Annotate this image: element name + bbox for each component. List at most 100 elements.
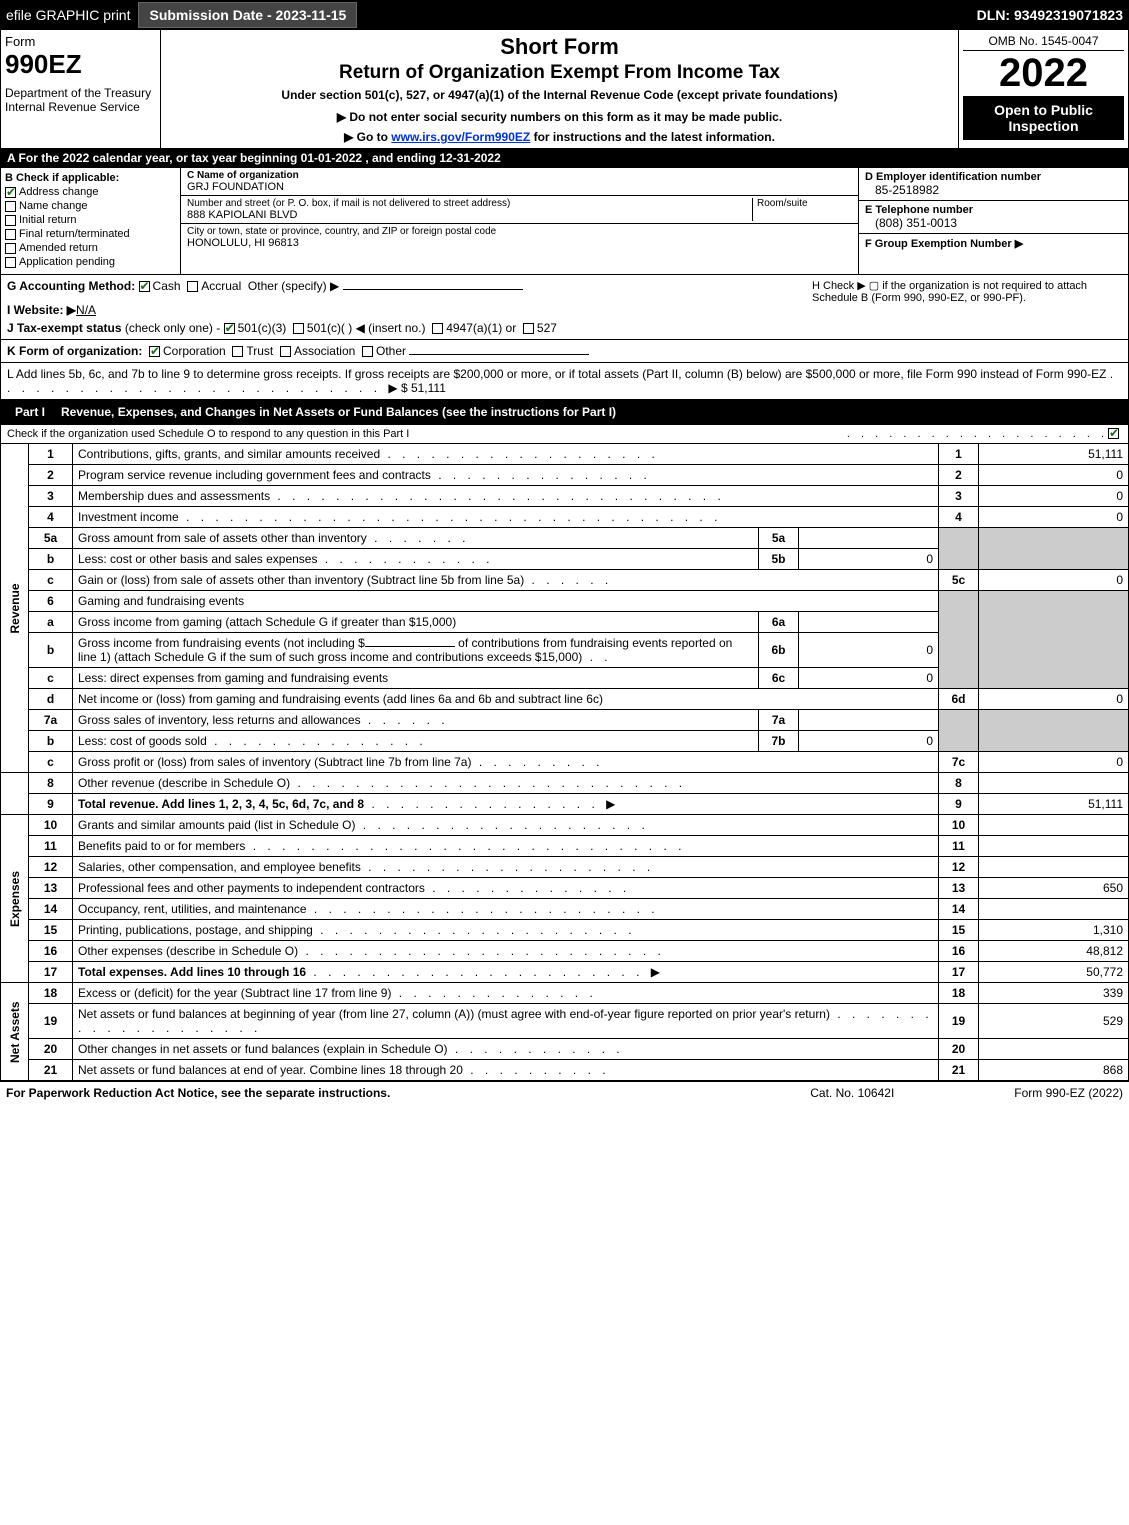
- line-7c-num: c: [29, 752, 73, 773]
- checkbox-amended-return[interactable]: [5, 243, 16, 254]
- line-5a-subval: [799, 528, 939, 549]
- form-header: Form 990EZ Department of the Treasury In…: [0, 30, 1129, 149]
- c-city-label: City or town, state or province, country…: [187, 226, 852, 237]
- line-17-desc: Total expenses. Add lines 10 through 16: [78, 965, 306, 979]
- line-5c-rnum: 5c: [939, 570, 979, 591]
- line-8-amt: [979, 773, 1129, 794]
- line-16-rnum: 16: [939, 941, 979, 962]
- label-name-change: Name change: [19, 200, 88, 212]
- checkbox-trust[interactable]: [232, 346, 243, 357]
- line-21-num: 21: [29, 1060, 73, 1081]
- line-7c-rnum: 7c: [939, 752, 979, 773]
- line-2-amt: 0: [979, 465, 1129, 486]
- line-12-desc: Salaries, other compensation, and employ…: [78, 860, 361, 874]
- section-a: A For the 2022 calendar year, or tax yea…: [0, 149, 1129, 168]
- section-l: L Add lines 5b, 6c, and 7b to line 9 to …: [0, 363, 1129, 400]
- line-13-amt: 650: [979, 878, 1129, 899]
- i-line: I Website: ▶N/A: [7, 303, 812, 317]
- form-number: 990EZ: [5, 49, 156, 80]
- label-amended-return: Amended return: [19, 242, 98, 254]
- line-1-rnum: 1: [939, 444, 979, 465]
- line-1-num: 1: [29, 444, 73, 465]
- line-9-desc: Total revenue. Add lines 1, 2, 3, 4, 5c,…: [78, 797, 364, 811]
- line-10-num: 10: [29, 815, 73, 836]
- line-7a-num: 7a: [29, 710, 73, 731]
- c-name-label: C Name of organization: [187, 170, 299, 181]
- line-10-desc: Grants and similar amounts paid (list in…: [78, 818, 355, 832]
- part1-check: Check if the organization used Schedule …: [0, 425, 1129, 444]
- line-19-num: 19: [29, 1004, 73, 1039]
- checkbox-4947[interactable]: [432, 323, 443, 334]
- submission-date-button[interactable]: Submission Date - 2023-11-15: [138, 2, 357, 28]
- line-6c-subval: 0: [799, 668, 939, 689]
- checkbox-other[interactable]: [362, 346, 373, 357]
- line-6a-desc: Gross income from gaming (attach Schedul…: [78, 615, 456, 629]
- part1-check-text: Check if the organization used Schedule …: [7, 428, 847, 440]
- checkbox-527[interactable]: [523, 323, 534, 334]
- line-5a-sub: 5a: [759, 528, 799, 549]
- form-label: Form: [5, 34, 156, 49]
- line-15-amt: 1,310: [979, 920, 1129, 941]
- label-4947: 4947(a)(1) or: [446, 321, 516, 335]
- c-addr-label: Number and street (or P. O. box, if mail…: [187, 198, 752, 209]
- ssn-notice: ▶ Do not enter social security numbers o…: [165, 110, 954, 124]
- line-6d-rnum: 6d: [939, 689, 979, 710]
- line-8-num: 8: [29, 773, 73, 794]
- irs-link[interactable]: www.irs.gov/Form990EZ: [391, 130, 530, 144]
- line-18-rnum: 18: [939, 983, 979, 1004]
- line-8-desc: Other revenue (describe in Schedule O): [78, 776, 290, 790]
- checkbox-corporation[interactable]: [149, 346, 160, 357]
- line-4-amt: 0: [979, 507, 1129, 528]
- line-13-desc: Professional fees and other payments to …: [78, 881, 425, 895]
- checkbox-address-change[interactable]: [5, 187, 16, 198]
- g-line: G Accounting Method: Cash Accrual Other …: [7, 279, 812, 293]
- j-label: J Tax-exempt status: [7, 321, 122, 335]
- line-5a-num: 5a: [29, 528, 73, 549]
- line-2-num: 2: [29, 465, 73, 486]
- footer-center: Cat. No. 10642I: [810, 1086, 894, 1100]
- goto-suffix: for instructions and the latest informat…: [530, 130, 775, 144]
- checkbox-accrual[interactable]: [187, 281, 198, 292]
- checkbox-schedule-o[interactable]: [1108, 428, 1119, 439]
- checkbox-501c[interactable]: [293, 323, 304, 334]
- org-address: 888 KAPIOLANI BLVD: [187, 209, 752, 221]
- label-trust: Trust: [246, 344, 273, 358]
- line-6a-subval: [799, 612, 939, 633]
- line-16-amt: 48,812: [979, 941, 1129, 962]
- line-6d-amt: 0: [979, 689, 1129, 710]
- line-6a-num: a: [29, 612, 73, 633]
- line-12-rnum: 12: [939, 857, 979, 878]
- dept-label: Department of the Treasury Internal Reve…: [5, 86, 156, 114]
- form-subtitle: Under section 501(c), 527, or 4947(a)(1)…: [165, 88, 954, 102]
- label-application-pending: Application pending: [19, 256, 115, 268]
- line-14-num: 14: [29, 899, 73, 920]
- line-18-num: 18: [29, 983, 73, 1004]
- line-7b-subval: 0: [799, 731, 939, 752]
- goto-prefix: ▶ Go to: [344, 130, 391, 144]
- line-8-rnum: 8: [939, 773, 979, 794]
- line-20-desc: Other changes in net assets or fund bala…: [78, 1042, 448, 1056]
- line-14-rnum: 14: [939, 899, 979, 920]
- checkbox-final-return[interactable]: [5, 229, 16, 240]
- header-center: Short Form Return of Organization Exempt…: [161, 30, 958, 148]
- line-21-amt: 868: [979, 1060, 1129, 1081]
- checkbox-initial-return[interactable]: [5, 215, 16, 226]
- checkbox-501c3[interactable]: [224, 323, 235, 334]
- line-9-amt: 51,111: [979, 794, 1129, 815]
- label-association: Association: [294, 344, 355, 358]
- footer-right: Form 990-EZ (2022): [1014, 1086, 1123, 1100]
- line-7a-desc: Gross sales of inventory, less returns a…: [78, 713, 361, 727]
- line-6d-num: d: [29, 689, 73, 710]
- line-14-amt: [979, 899, 1129, 920]
- checkbox-name-change[interactable]: [5, 201, 16, 212]
- checkbox-association[interactable]: [280, 346, 291, 357]
- checkbox-cash[interactable]: [139, 281, 150, 292]
- line-5b-sub: 5b: [759, 549, 799, 570]
- h-text: H Check ▶ ▢ if the organization is not r…: [812, 279, 1122, 304]
- line-7b-desc: Less: cost of goods sold: [78, 734, 207, 748]
- l-text: L Add lines 5b, 6c, and 7b to line 9 to …: [7, 367, 1106, 381]
- line-21-desc: Net assets or fund balances at end of ye…: [78, 1063, 463, 1077]
- omb-number: OMB No. 1545-0047: [963, 34, 1124, 51]
- checkbox-application-pending[interactable]: [5, 257, 16, 268]
- line-5b-num: b: [29, 549, 73, 570]
